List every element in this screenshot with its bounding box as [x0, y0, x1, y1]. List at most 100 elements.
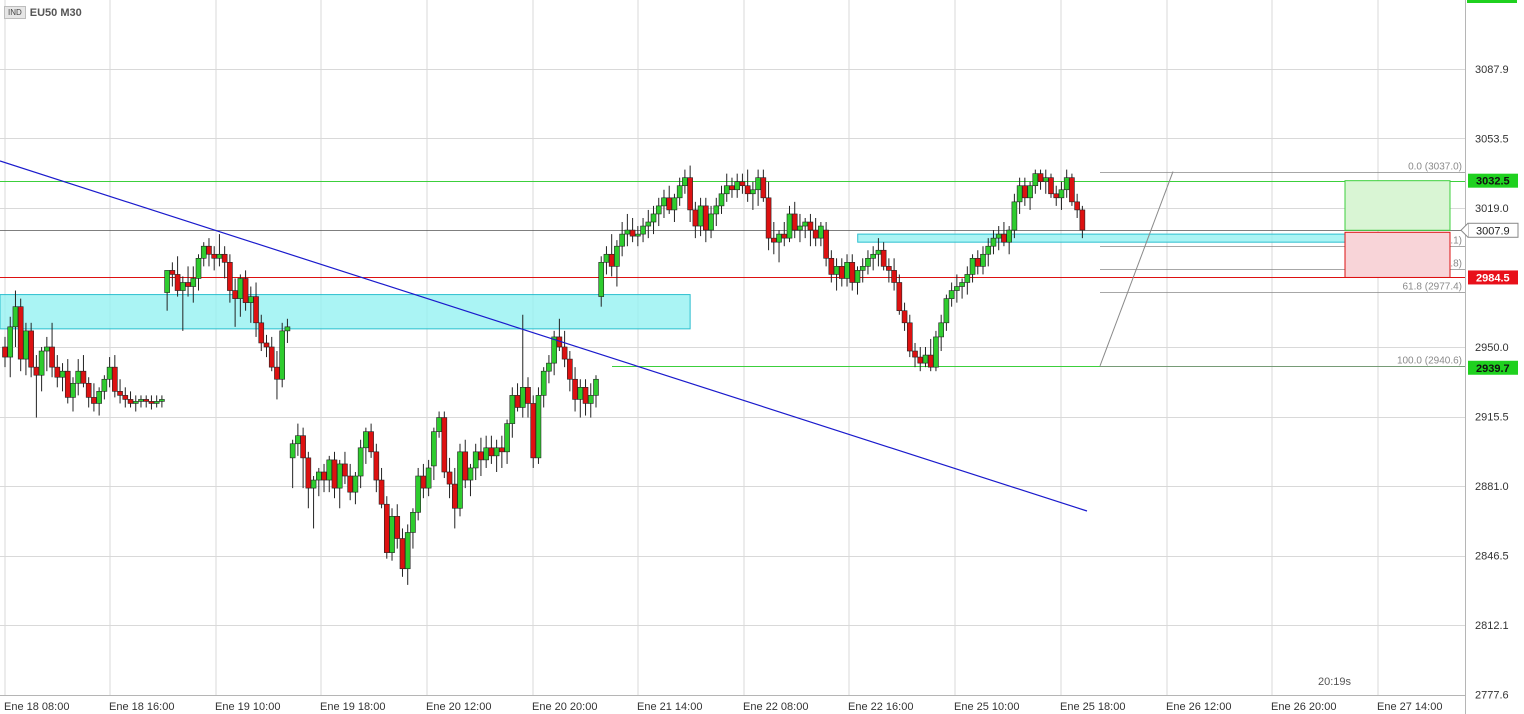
- candle-body: [1001, 233, 1007, 243]
- candle-body: [917, 356, 924, 364]
- candle-body: [995, 233, 1002, 239]
- candle-body: [488, 447, 495, 457]
- candle-body: [697, 205, 704, 227]
- candle-body: [812, 229, 819, 239]
- candle-body: [1022, 185, 1028, 199]
- candle-body: [420, 475, 427, 489]
- candle-body: [603, 253, 610, 263]
- candle-body: [195, 257, 202, 279]
- candle-body: [1042, 177, 1049, 182]
- candle-body: [451, 483, 458, 509]
- candle-body: [347, 475, 353, 493]
- candle-body: [253, 296, 259, 324]
- candle-body: [394, 516, 401, 539]
- candle-body: [959, 282, 965, 287]
- chart-grid: [0, 0, 1466, 714]
- candle-body: [363, 431, 369, 449]
- candle-body: [117, 391, 123, 396]
- instrument-type-badge: IND: [4, 6, 26, 19]
- candle-body: [28, 330, 34, 368]
- candle-body: [85, 382, 92, 398]
- candle-body: [744, 185, 751, 195]
- candle-body: [729, 185, 735, 191]
- candle-body: [493, 447, 500, 457]
- candle-body: [828, 257, 835, 275]
- fib-diagonal-line: [1099, 171, 1174, 367]
- candle-body: [854, 270, 861, 283]
- descending-trendline: [0, 160, 1088, 512]
- candle-body: [483, 447, 489, 461]
- candle-body: [708, 213, 714, 231]
- candle-body: [12, 306, 19, 328]
- candle-body: [540, 370, 547, 396]
- candle-body: [227, 262, 233, 291]
- candle-body: [771, 237, 777, 243]
- candle-body: [59, 370, 66, 378]
- candle-body: [321, 471, 327, 481]
- candle-body: [23, 330, 29, 360]
- candle-body: [865, 257, 871, 267]
- candle-body: [682, 177, 688, 187]
- candle-body: [922, 354, 929, 364]
- candle-body: [875, 249, 882, 255]
- candle-body: [791, 213, 798, 231]
- candle-body: [577, 387, 584, 400]
- candle-body: [216, 253, 223, 259]
- candle-body: [206, 245, 212, 255]
- price-tag-label: 3007.9: [1476, 225, 1510, 237]
- candle-body: [80, 370, 87, 384]
- candle-body: [525, 387, 531, 404]
- candle-body: [436, 417, 442, 432]
- candle-body: [859, 266, 866, 271]
- candle-body: [138, 399, 144, 402]
- candle-body: [943, 298, 950, 324]
- candle-body: [462, 451, 469, 481]
- candle-body: [802, 221, 808, 227]
- candle-body: [786, 213, 793, 239]
- candle-body: [159, 399, 165, 402]
- candle-body: [132, 401, 139, 404]
- candle-body: [676, 185, 683, 199]
- candle-body: [969, 257, 976, 275]
- candle-body: [655, 205, 662, 215]
- x-tick-label: Ene 18 08:00: [4, 701, 69, 713]
- candle-body: [833, 266, 840, 275]
- candle-body: [948, 290, 955, 299]
- candle-body: [7, 326, 14, 358]
- candle-body: [614, 245, 620, 267]
- candle-body: [2, 346, 8, 358]
- candle-body: [122, 395, 129, 400]
- candle-body: [457, 451, 463, 509]
- candle-body: [629, 229, 636, 237]
- candle-body: [891, 270, 897, 283]
- candle-body: [1074, 201, 1080, 211]
- candle-body: [431, 431, 437, 467]
- candle-body: [373, 451, 380, 481]
- candle-body: [305, 457, 312, 489]
- candle-body: [624, 229, 631, 235]
- candle-body: [980, 253, 986, 267]
- supply-demand-zones: [0, 233, 1381, 330]
- candle-body: [378, 479, 385, 505]
- candle-body: [765, 197, 772, 239]
- candle-body: [619, 233, 625, 247]
- candle-body: [389, 516, 395, 553]
- candle-body: [425, 467, 432, 489]
- candle-body: [148, 401, 155, 404]
- candle-body: [1006, 229, 1012, 243]
- x-tick-label: Ene 25 18:00: [1060, 701, 1125, 713]
- candle-body: [143, 399, 150, 402]
- candle-body: [352, 475, 359, 493]
- chart-header: IND EU50 M30: [4, 6, 82, 19]
- reward-box: [1344, 180, 1451, 231]
- candle-body: [127, 399, 134, 404]
- candle-body: [755, 177, 761, 191]
- candle-body: [896, 282, 903, 312]
- y-tick-label: 3019.0: [1475, 203, 1509, 215]
- x-tick-label: Ene 20 12:00: [426, 701, 491, 713]
- candle-body: [1053, 193, 1060, 199]
- candle-body: [268, 346, 275, 368]
- candle-body: [1016, 185, 1023, 203]
- candle-body: [938, 322, 944, 338]
